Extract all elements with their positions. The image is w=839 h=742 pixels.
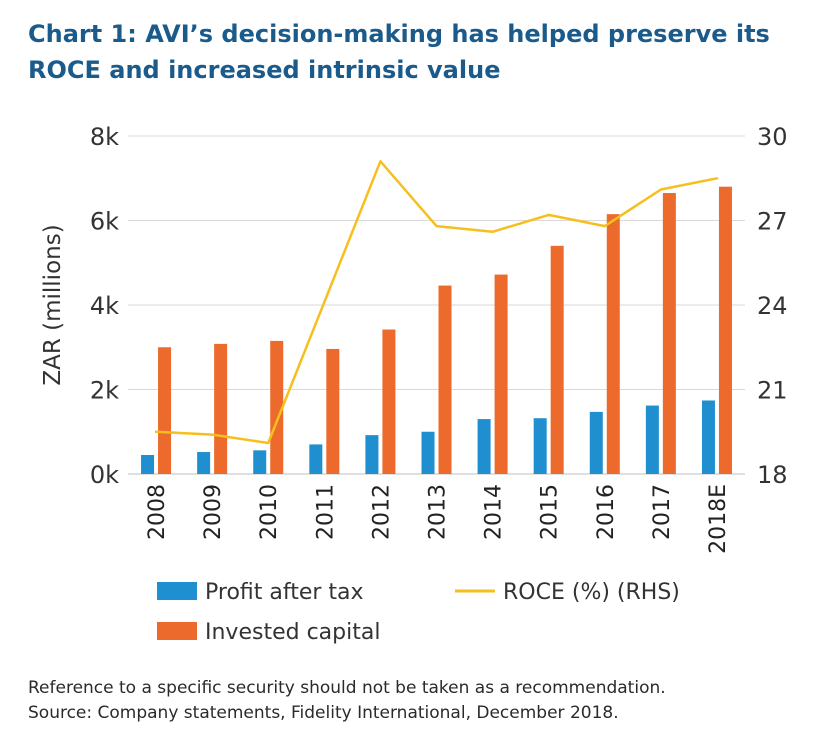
invested-capital-bar xyxy=(214,343,228,474)
profit-bar xyxy=(589,411,603,474)
right-axis-ticks: 18 21 24 27 30 xyxy=(757,123,788,489)
invested-capital-bar xyxy=(550,245,564,474)
invested-capital-bar xyxy=(158,347,172,474)
invested-capital-bar xyxy=(382,329,396,474)
footer-notes: Reference to a specific security should … xyxy=(28,676,828,726)
profit-bar xyxy=(701,400,715,474)
y-tick-label: 8k xyxy=(90,123,119,151)
x-tick-label: 2009 xyxy=(201,484,226,540)
roce-line xyxy=(154,160,719,445)
legend-swatch xyxy=(157,622,197,640)
profit-bar xyxy=(477,419,491,474)
invested-capital-bar xyxy=(662,193,676,474)
invested-capital-bar xyxy=(270,340,284,474)
left-axis-ticks: 0k 2k 4k 6k 8k xyxy=(90,123,119,489)
x-tick-label: 2013 xyxy=(426,484,451,540)
chart-title: Chart 1: AVI’s decision-making has helpe… xyxy=(28,16,828,88)
legend-invested-capital: Invested capital xyxy=(157,620,380,645)
invested-capital-bar xyxy=(438,285,452,474)
invested-capital-bar xyxy=(326,348,340,474)
x-tick-label: 2011 xyxy=(313,484,338,540)
invested-capital-bar xyxy=(494,274,508,474)
x-axis-ticks: 2008 2009 2010 2011 2012 2013 2014 2015 2016 2017… xyxy=(145,484,731,554)
invested-capital-bar xyxy=(718,186,732,474)
y-tick-label: 6k xyxy=(90,208,119,236)
profit-bar xyxy=(309,444,323,474)
profit-bar xyxy=(421,431,435,474)
profit-bar xyxy=(197,452,211,474)
x-tick-label: 2012 xyxy=(369,484,394,540)
y-axis-label: ZAR (millions) xyxy=(40,224,66,385)
profit-bar xyxy=(141,454,155,474)
legend-label: Profit after tax xyxy=(205,580,364,605)
profit-bar xyxy=(645,405,659,474)
legend-label: ROCE (%) (RHS) xyxy=(503,580,680,605)
y2-tick-label: 21 xyxy=(757,377,788,405)
legend-swatch xyxy=(157,582,197,600)
x-tick-label: 2014 xyxy=(482,484,507,540)
chart-title-line-1: Chart 1: AVI’s decision-making has helpe… xyxy=(28,20,770,48)
legend: Profit after tax ROCE (%) (RHS) Invested c… xyxy=(157,580,680,645)
bars xyxy=(141,186,732,474)
gridlines xyxy=(128,135,745,475)
invested-capital-bar xyxy=(606,214,620,474)
roce-line-layer xyxy=(154,160,719,445)
x-tick-label: 2016 xyxy=(594,484,619,540)
x-tick-label: 2018E xyxy=(706,484,731,554)
x-tick-label: 2017 xyxy=(650,484,675,540)
profit-bar xyxy=(533,418,547,474)
y2-tick-label: 27 xyxy=(757,208,788,236)
legend-profit-after-tax: Profit after tax xyxy=(157,580,364,605)
y-tick-label: 0k xyxy=(90,461,119,489)
disclaimer-text: Reference to a specific security should … xyxy=(28,678,666,698)
x-tick-label: 2008 xyxy=(145,484,170,540)
y-tick-label: 2k xyxy=(90,377,119,405)
x-tick-label: 2015 xyxy=(538,484,563,540)
profit-bar xyxy=(365,435,379,474)
profit-bar xyxy=(253,450,267,474)
y2-tick-label: 30 xyxy=(757,123,788,151)
legend-roce: ROCE (%) (RHS) xyxy=(455,580,680,605)
chart-title-line-2: ROCE and increased intrinsic value xyxy=(28,56,501,84)
y2-tick-label: 24 xyxy=(757,292,788,320)
legend-label: Invested capital xyxy=(205,620,380,645)
source-text: Source: Company statements, Fidelity Int… xyxy=(28,703,619,723)
x-tick-label: 2010 xyxy=(257,484,282,540)
y-tick-label: 4k xyxy=(90,292,119,320)
y2-tick-label: 18 xyxy=(757,461,788,489)
